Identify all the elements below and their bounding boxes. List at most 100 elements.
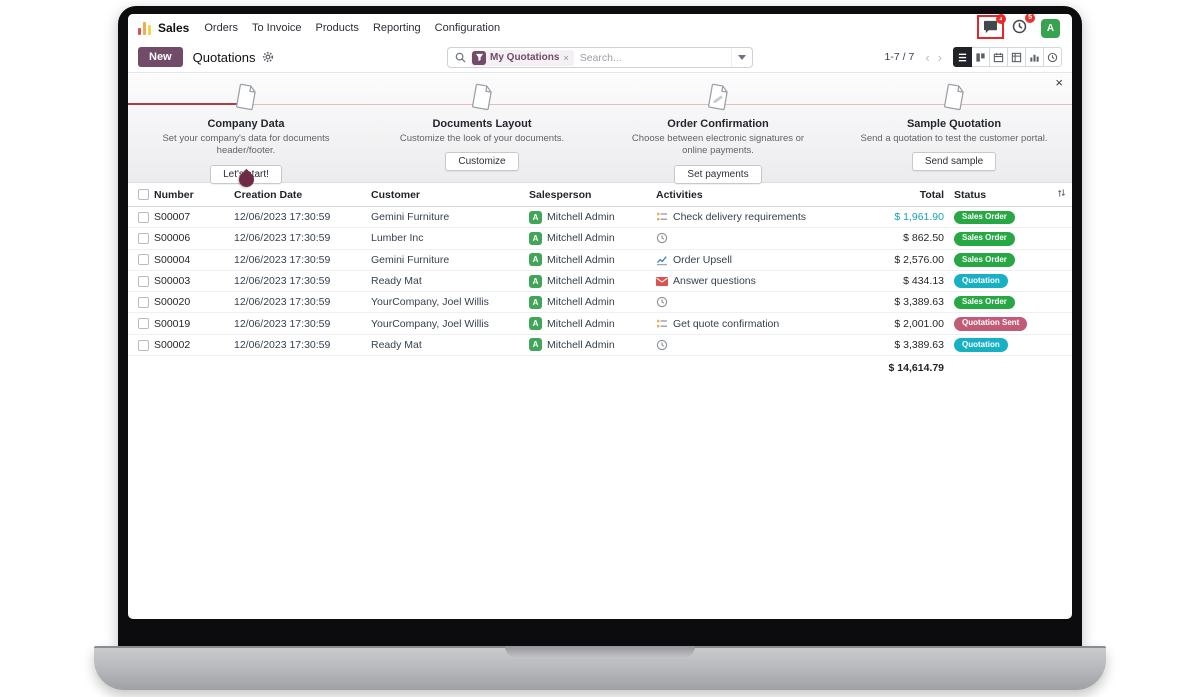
view-activity-button[interactable]	[1043, 47, 1062, 67]
column-header-total[interactable]: Total	[868, 183, 948, 207]
row-salesperson: A Mitchell Admin	[529, 295, 652, 309]
control-panel: New Quotations My Quotations ×	[128, 42, 1072, 73]
breadcrumb[interactable]: Quotations	[192, 49, 256, 65]
salesperson-name: Mitchell Admin	[547, 317, 615, 330]
table-row[interactable]: S00006 12/06/2023 17:30:59 Lumber Inc A …	[128, 227, 1072, 250]
row-checkbox[interactable]	[138, 254, 149, 266]
column-header-activities[interactable]: Activities	[656, 183, 868, 207]
status-badge: Sales Order	[954, 210, 1015, 225]
row-activity[interactable]: Check delivery requirements	[656, 211, 864, 223]
step-description: Set your company's data for documents he…	[162, 133, 330, 157]
search-bar[interactable]: My Quotations × Search...	[447, 47, 753, 68]
salesperson-avatar: A	[529, 231, 542, 245]
filter-remove-icon[interactable]: ×	[563, 52, 569, 63]
step-description: Customize the look of your documents.	[399, 133, 565, 144]
row-number: S00006	[154, 227, 234, 250]
search-input[interactable]: Search...	[579, 51, 622, 64]
search-dropdown-toggle[interactable]	[731, 48, 752, 67]
new-button[interactable]: New	[138, 47, 183, 67]
set-payments-button[interactable]: Set payments	[674, 164, 762, 184]
row-total: $ 434.13	[868, 270, 948, 293]
view-pivot-button[interactable]	[1007, 47, 1026, 67]
row-checkbox[interactable]	[138, 211, 149, 223]
table-row[interactable]: S00004 12/06/2023 17:30:59 Gemini Furnit…	[128, 249, 1072, 271]
pager-next-button[interactable]: ›	[937, 49, 942, 65]
row-salesperson: A Mitchell Admin	[529, 274, 652, 288]
step-documents-layout: Documents Layout Customize the look of y…	[364, 73, 600, 182]
messages-badge: 1	[996, 14, 1006, 24]
row-activity[interactable]: Answer questions	[656, 275, 864, 287]
row-total: $ 3,389.63	[868, 334, 948, 357]
row-activity[interactable]	[656, 296, 864, 308]
menu-products[interactable]: Products	[315, 22, 359, 34]
navbar-systray: 1 5 A	[977, 14, 1060, 39]
pager-previous-button[interactable]: ‹	[925, 49, 930, 65]
step-sample-quotation: Sample Quotation Send a quotation to tes…	[836, 73, 1072, 182]
table-row[interactable]: S00007 12/06/2023 17:30:59 Gemini Furnit…	[128, 206, 1072, 229]
row-customer: Lumber Inc	[371, 227, 529, 250]
row-total: $ 3,389.63	[868, 291, 948, 314]
menu-orders[interactable]: Orders	[204, 22, 238, 34]
customize-button[interactable]: Customize	[445, 152, 519, 172]
view-calendar-button[interactable]	[989, 47, 1008, 67]
pager-range: 1-7 / 7	[884, 51, 915, 63]
row-customer: Ready Mat	[371, 334, 529, 357]
row-checkbox[interactable]	[138, 275, 149, 287]
row-checkbox[interactable]	[138, 339, 149, 351]
view-kanban-button[interactable]	[971, 47, 990, 67]
odoo-app-logo[interactable]	[138, 21, 152, 35]
salesperson-name: Mitchell Admin	[547, 338, 615, 351]
row-activity[interactable]: Order Upsell	[656, 254, 864, 266]
app-name-sales[interactable]: Sales	[158, 21, 190, 35]
table-row[interactable]: S00019 12/06/2023 17:30:59 YourCompany, …	[128, 312, 1072, 335]
document-icon	[233, 82, 259, 114]
banner-close-icon[interactable]: ×	[1055, 75, 1063, 90]
salesperson-avatar: A	[529, 274, 542, 288]
activities-button[interactable]: 5	[1012, 14, 1035, 37]
document-pencil-icon	[705, 82, 731, 114]
table-row[interactable]: S00020 12/06/2023 17:30:59 YourCompany, …	[128, 291, 1072, 314]
salesperson-name: Mitchell Admin	[547, 296, 615, 309]
row-customer: Gemini Furniture	[371, 206, 529, 229]
row-checkbox[interactable]	[138, 233, 149, 245]
step-company-data: Company Data Set your company's data for…	[128, 73, 364, 184]
row-creation-date: 12/06/2023 17:30:59	[234, 291, 371, 314]
select-all-checkbox[interactable]	[138, 189, 149, 201]
row-number: S00004	[154, 249, 234, 271]
table-row[interactable]: S00002 12/06/2023 17:30:59 Ready Mat A M…	[128, 334, 1072, 357]
column-header-customer[interactable]: Customer	[371, 183, 529, 207]
onboarding-progress-line-done	[128, 103, 246, 105]
activity-icon	[656, 296, 668, 308]
row-activity[interactable]	[656, 339, 864, 351]
activity-icon	[656, 211, 668, 223]
footer-total: $ 14,614.79	[888, 362, 944, 375]
step-title: Order Confirmation	[667, 118, 769, 130]
view-graph-button[interactable]	[1025, 47, 1044, 67]
user-avatar[interactable]: A	[1041, 18, 1060, 38]
filter-tag-my-quotations[interactable]: My Quotations ×	[471, 49, 574, 66]
view-list-button[interactable]	[953, 47, 972, 67]
send-sample-button[interactable]: Send sample	[911, 152, 997, 172]
messages-button[interactable]: 1	[977, 14, 1006, 39]
row-checkbox[interactable]	[138, 318, 149, 330]
table-row[interactable]: S00003 12/06/2023 17:30:59 Ready Mat A M…	[128, 270, 1072, 293]
column-header-status[interactable]: Status	[948, 183, 1053, 207]
menu-reporting[interactable]: Reporting	[372, 22, 421, 34]
status-badge: Sales Order	[954, 295, 1015, 310]
row-activity[interactable]: Get quote confirmation	[656, 318, 864, 330]
column-header-salesperson[interactable]: Salesperson	[529, 183, 656, 207]
status-badge: Sales Order	[954, 253, 1015, 267]
column-header-number[interactable]: Number	[154, 183, 234, 207]
salesperson-name: Mitchell Admin	[547, 232, 615, 245]
row-customer: Ready Mat	[371, 270, 529, 293]
menu-configuration[interactable]: Configuration	[434, 22, 501, 34]
row-checkbox[interactable]	[138, 297, 149, 309]
action-gear-icon[interactable]	[262, 51, 274, 63]
optional-columns-icon[interactable]	[1053, 183, 1072, 207]
row-salesperson: A Mitchell Admin	[529, 317, 652, 331]
row-activity[interactable]	[656, 232, 864, 244]
column-header-creation-date[interactable]: Creation Date	[234, 183, 371, 207]
menu-to-invoice[interactable]: To Invoice	[251, 22, 302, 34]
onboarding-steps: Company Data Set your company's data for…	[128, 73, 1072, 184]
